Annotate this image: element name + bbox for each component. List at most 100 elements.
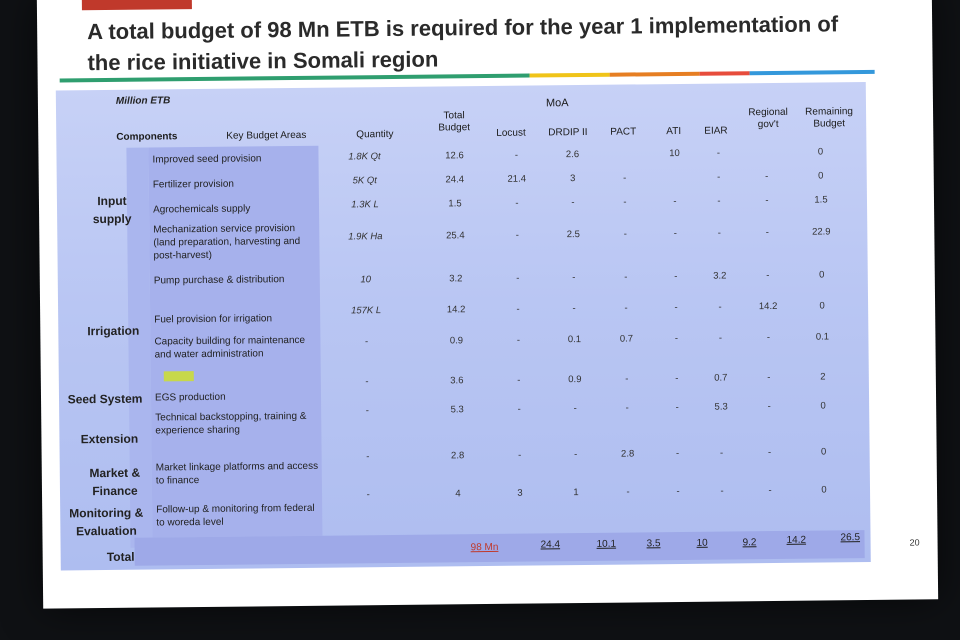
- cell-qty: 157K L: [350, 305, 382, 317]
- total-ati: 10: [696, 537, 708, 549]
- cell-remaining: 0: [817, 146, 824, 158]
- cell-remaining: 1.5: [814, 194, 828, 206]
- cell-qty: 10: [360, 274, 372, 286]
- total-budget-value: 98 Mn: [470, 541, 499, 554]
- cell-pact: -: [624, 271, 628, 283]
- cell-drdip: -: [573, 449, 578, 461]
- key-area-row: Follow-up & monitoring from federal to w…: [156, 502, 315, 529]
- cell-eiar: 3.2: [713, 270, 727, 282]
- cell-eiar: -: [718, 332, 723, 344]
- cell-drdip: 3: [570, 172, 576, 184]
- cell-total: 25.4: [446, 230, 465, 242]
- cell-eiar: -: [717, 195, 721, 207]
- cell-total: 2.8: [450, 450, 465, 462]
- cell-ati: -: [674, 302, 678, 314]
- cell-total: 3.6: [450, 374, 464, 386]
- cell-remaining: 22.9: [812, 226, 831, 238]
- highlight-marker: [163, 371, 194, 382]
- header-quantity: Quantity: [356, 128, 394, 141]
- cell-locust: -: [515, 197, 519, 209]
- header-components: Components: [116, 131, 178, 143]
- cell-qty: -: [365, 405, 369, 417]
- cell-remaining: 0: [820, 446, 827, 458]
- cell-drdip: -: [571, 196, 575, 208]
- cell-qty: 1.9K Ha: [348, 231, 383, 243]
- cell-locust: -: [514, 149, 519, 161]
- header-drdip: DRDIP II: [548, 126, 588, 139]
- cell-qty: 5K Qt: [352, 174, 377, 187]
- cell-eiar: -: [718, 301, 722, 313]
- cell-pact: -: [625, 373, 629, 385]
- component-irrigation: Irrigation: [87, 323, 140, 339]
- cell-total: 5.3: [450, 404, 464, 416]
- cell-drdip: -: [572, 272, 576, 284]
- header-locust: Locust: [496, 127, 526, 139]
- key-area-row: EGS production: [154, 391, 226, 404]
- cell-ati: -: [675, 448, 680, 460]
- cell-ati: -: [675, 372, 679, 384]
- slide-title: A total budget of 98 Mn ETB is required …: [87, 11, 839, 76]
- values-grid: 1.8K Qt 12.6-2.6 10-0 5K Qt 24.4 21.4 3- - -0 1.3…: [56, 82, 866, 500]
- total-eiar: 9.2: [742, 537, 757, 549]
- cell-regional: -: [766, 331, 771, 343]
- cell-qty: 1.3K L: [351, 198, 379, 211]
- key-area-row: Market linkage platforms and access to f…: [155, 460, 319, 487]
- total-drdip: 10.1: [596, 538, 617, 550]
- cell-remaining: 2: [820, 371, 826, 383]
- cell-locust: -: [517, 404, 521, 416]
- cell-eiar: 5.3: [714, 401, 728, 414]
- cell-locust: -: [517, 374, 521, 386]
- cell-total: 1.5: [448, 197, 462, 209]
- component-monitoring-evaluation: Monitoring & Evaluation: [69, 505, 144, 539]
- key-area-row: Technical backstopping, training & exper…: [155, 410, 307, 437]
- header-moa: MoA: [545, 97, 569, 110]
- cell-drdip: 2.5: [566, 229, 581, 241]
- cell-qty: -: [364, 336, 369, 348]
- cell-pact: -: [623, 172, 627, 184]
- cell-locust: 3: [517, 487, 523, 499]
- cell-eiar: -: [717, 171, 721, 183]
- cell-locust: 21.4: [507, 173, 527, 185]
- key-area-row: Fertilizer provision: [152, 178, 234, 191]
- cell-qty: -: [365, 375, 369, 387]
- cell-ati: -: [674, 271, 678, 283]
- cell-remaining: 0: [821, 484, 827, 496]
- component-extension: Extension: [80, 431, 139, 447]
- key-area-row: Agrochemicals supply: [152, 203, 251, 216]
- total-remaining: 26.5: [840, 532, 861, 544]
- cell-drdip: 2.6: [565, 149, 580, 161]
- header-ati: ATI: [666, 125, 682, 138]
- cell-regional: -: [766, 270, 770, 282]
- cell-locust: -: [516, 272, 520, 284]
- cell-drdip: -: [572, 303, 576, 315]
- cell-pact: -: [623, 196, 627, 208]
- cell-regional: -: [767, 401, 771, 413]
- cell-remaining: 0.1: [815, 331, 830, 343]
- cell-total: 3.2: [449, 273, 463, 285]
- total-pact: 3.5: [646, 538, 661, 550]
- cell-total: 14.2: [446, 304, 466, 316]
- header-total-budget: Total Budget: [438, 110, 471, 134]
- cell-qty: 1.8K Qt: [348, 151, 381, 163]
- slide-screen: A total budget of 98 Mn ETB is required …: [36, 0, 939, 609]
- header-key-areas: Key Budget Areas: [226, 129, 307, 142]
- cell-locust: -: [516, 334, 521, 346]
- cell-regional: -: [767, 447, 772, 459]
- cell-remaining: 0: [819, 269, 825, 281]
- component-input-supply: Input supply: [92, 193, 132, 227]
- unit-label: Million ETB: [115, 95, 171, 107]
- key-area-row: Mechanization service provision (land pr…: [153, 223, 301, 262]
- cell-regional: -: [767, 371, 771, 383]
- cell-total: 0.9: [449, 335, 464, 347]
- header-regional: Regional gov't: [748, 106, 788, 131]
- header-remaining: Remaining Budget: [805, 106, 854, 130]
- cell-drdip: -: [573, 403, 577, 415]
- cell-drdip: 1: [573, 487, 579, 499]
- key-area-row: Fuel provision for irrigation: [154, 313, 273, 326]
- cell-pact: 0.7: [619, 333, 634, 345]
- cell-qty: -: [365, 451, 370, 463]
- cell-locust: -: [517, 449, 522, 461]
- cell-eiar: 0.7: [714, 372, 728, 384]
- cell-remaining: 0: [820, 400, 826, 412]
- cell-pact: -: [624, 302, 628, 314]
